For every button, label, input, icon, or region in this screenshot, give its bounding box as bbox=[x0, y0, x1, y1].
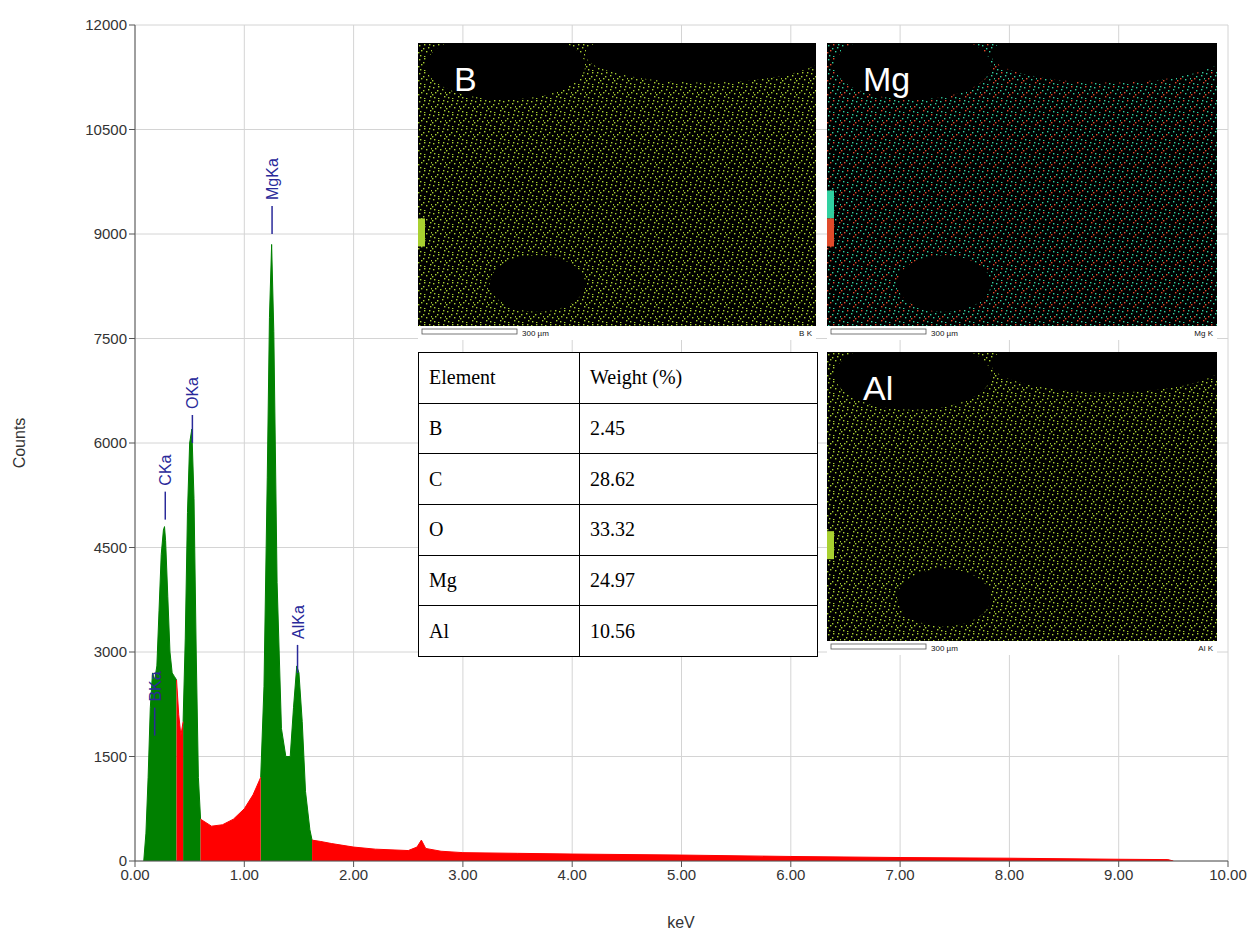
svg-text:3.00: 3.00 bbox=[448, 866, 477, 883]
svg-text:B K: B K bbox=[799, 329, 813, 338]
svg-text:MgKa: MgKa bbox=[264, 158, 281, 200]
html-text:28.62: 28.62 bbox=[590, 467, 635, 490]
svg-text:8.00: 8.00 bbox=[995, 866, 1024, 883]
html-text:10.56: 10.56 bbox=[590, 619, 635, 642]
svg-text:2.00: 2.00 bbox=[339, 866, 368, 883]
html-text:C: C bbox=[429, 467, 443, 490]
svg-text:OKa: OKa bbox=[184, 377, 201, 409]
svg-text:0.00: 0.00 bbox=[120, 865, 150, 883]
html-text:Al: Al bbox=[429, 619, 449, 642]
svg-text:Al K: Al K bbox=[1198, 644, 1213, 653]
svg-text:4500: 4500 bbox=[94, 539, 127, 556]
svg-text:300 µm: 300 µm bbox=[522, 329, 549, 338]
svg-text:300 µm: 300 µm bbox=[931, 644, 958, 653]
svg-text:0: 0 bbox=[119, 852, 127, 869]
svg-text:10.00: 10.00 bbox=[1209, 866, 1247, 883]
html-text:keV: keV bbox=[667, 914, 695, 931]
html-text:O: O bbox=[429, 518, 444, 541]
html-text:Weight (%): Weight (%) bbox=[590, 366, 683, 389]
svg-text:7.00: 7.00 bbox=[885, 866, 914, 883]
svg-text:3000: 3000 bbox=[94, 643, 127, 660]
svg-text:B: B bbox=[454, 60, 477, 98]
html-text:Counts: Counts bbox=[11, 417, 28, 469]
html-text:Mg: Mg bbox=[429, 569, 457, 591]
html-text:33.32: 33.32 bbox=[590, 518, 635, 541]
html-text:2.45: 2.45 bbox=[590, 417, 625, 439]
svg-text:6.00: 6.00 bbox=[776, 866, 805, 883]
html-text:B: B bbox=[429, 417, 443, 439]
svg-text:6000: 6000 bbox=[94, 434, 127, 451]
svg-text:9000: 9000 bbox=[94, 225, 127, 242]
svg-text:BKa: BKa bbox=[147, 671, 164, 701]
svg-text:7500: 7500 bbox=[94, 330, 127, 347]
svg-text:4.00: 4.00 bbox=[558, 866, 587, 883]
svg-text:Mg: Mg bbox=[863, 60, 910, 98]
svg-text:9.00: 9.00 bbox=[1104, 866, 1133, 883]
svg-text:12000: 12000 bbox=[85, 16, 127, 33]
html-text:24.97: 24.97 bbox=[590, 569, 635, 591]
svg-text:AlKa: AlKa bbox=[290, 605, 307, 639]
html-text:Element: Element bbox=[429, 366, 496, 389]
svg-text:CKa: CKa bbox=[157, 454, 174, 485]
svg-text:300 µm: 300 µm bbox=[931, 329, 958, 338]
svg-text:1.00: 1.00 bbox=[230, 866, 259, 883]
svg-text:10500: 10500 bbox=[85, 121, 127, 138]
svg-text:1500: 1500 bbox=[94, 748, 127, 765]
svg-text:Mg K: Mg K bbox=[1194, 329, 1213, 338]
svg-text:5.00: 5.00 bbox=[667, 866, 696, 883]
svg-text:Al: Al bbox=[863, 369, 893, 407]
